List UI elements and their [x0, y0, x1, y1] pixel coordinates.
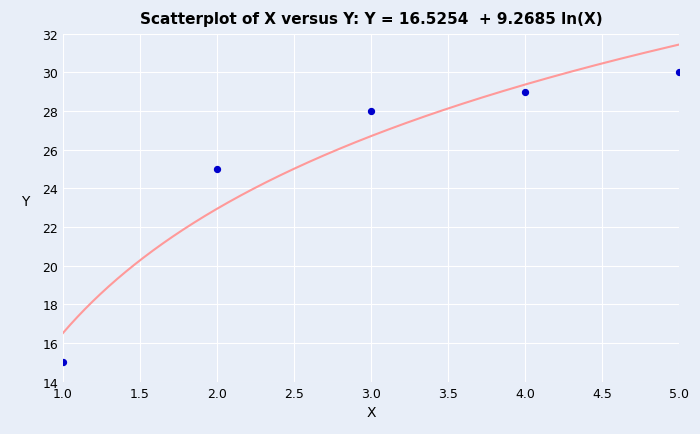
Point — [211, 166, 223, 173]
Point — [57, 359, 69, 366]
Point — [519, 89, 531, 96]
Y-axis label: Y: Y — [22, 194, 30, 208]
Point — [673, 70, 685, 77]
X-axis label: X: X — [366, 405, 376, 419]
Point — [365, 108, 377, 115]
Title: Scatterplot of X versus Y: Y = 16.5254  + 9.2685 ln(X): Scatterplot of X versus Y: Y = 16.5254 +… — [140, 12, 602, 26]
